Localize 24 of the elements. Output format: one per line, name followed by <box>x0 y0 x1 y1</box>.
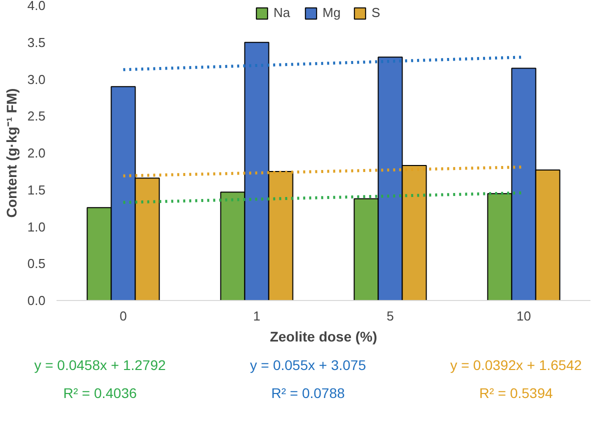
y-tick-label: 3.5 <box>27 34 46 50</box>
text: y = 0.0392x + 1.6542 <box>450 356 582 375</box>
text: y = 0.0458x + 1.2792 <box>34 356 166 375</box>
y-tick-label: 1.0 <box>27 219 46 234</box>
y-tick-label: 2.5 <box>27 108 46 124</box>
x-tick-label: 0 <box>120 308 127 324</box>
y-tick-label: 0.5 <box>27 256 46 272</box>
legend-label: Na <box>274 5 292 20</box>
y-tick-label: 4.0 <box>27 0 46 13</box>
x-tick-label: 10 <box>516 308 531 324</box>
y-tick-label: 3.0 <box>27 72 46 87</box>
text: R² = 0.4036 <box>63 384 137 403</box>
text: R² = 0.5394 <box>479 384 553 403</box>
legend-label: Mg <box>322 5 342 20</box>
y-tick-label: 0.0 <box>27 293 46 308</box>
x-tick-label: 5 <box>386 308 394 324</box>
x-tick-label: 1 <box>253 308 260 324</box>
text: y = 0.055x + 3.075 <box>250 356 366 375</box>
y-tick-label: 1.5 <box>27 182 46 198</box>
text: R² = 0.0788 <box>271 384 345 403</box>
x-axis-title: Zeolite dose (%) <box>270 328 378 344</box>
legend-label: S <box>372 5 382 20</box>
y-axis-title: Content (g·kg⁻¹ FM) <box>3 88 20 218</box>
y-tick-label: 2.0 <box>27 146 46 160</box>
